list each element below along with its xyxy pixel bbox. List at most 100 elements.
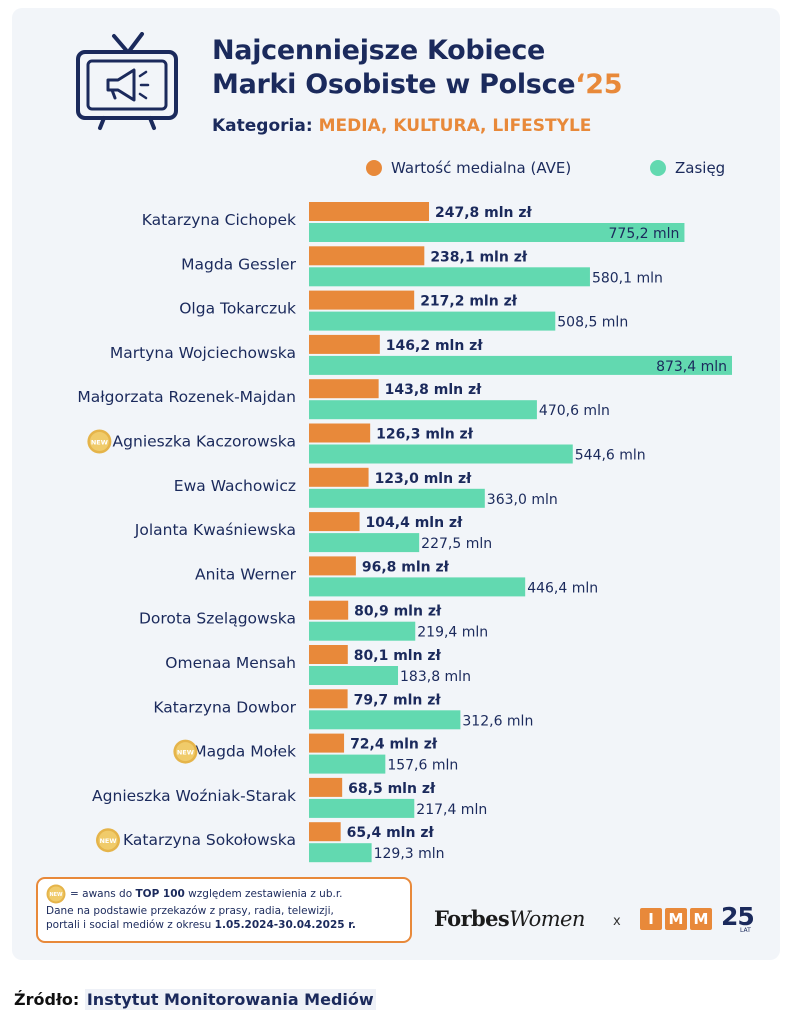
category-label: Agnieszka Woźniak-Starak — [92, 787, 296, 805]
bar-reach-label: 183,8 mln — [400, 669, 471, 685]
bar-ave — [309, 424, 370, 443]
bar-reach — [309, 267, 590, 286]
bar-ave — [309, 335, 380, 354]
bar-reach — [309, 312, 555, 331]
bar-ave-label: 72,4 mln zł — [350, 737, 438, 753]
bar-reach-label: 129,3 mln — [374, 846, 445, 862]
bar-ave — [309, 202, 429, 221]
bar-ave-label: 126,3 mln zł — [376, 427, 474, 443]
bar-reach — [309, 710, 460, 729]
chart-row: Martyna Wojciechowska 146,2 mln zł 873,4 m… — [110, 335, 732, 375]
bar-ave-label: 96,8 mln zł — [362, 559, 450, 575]
bar-reach-label: 873,4 mln — [656, 359, 727, 375]
bar-ave-label: 217,2 mln zł — [420, 294, 518, 310]
bar-reach-label: 544,6 mln — [575, 448, 646, 464]
category-label: Omenaa Mensah — [165, 654, 296, 672]
new-badge-icon: NEW — [46, 884, 66, 904]
imm-25-years: 25 LAT — [721, 902, 754, 931]
chart-row: Małgorzata Rozenek-Majdan 143,8 mln zł 470… — [77, 379, 609, 419]
category-label: Magda Gessler — [181, 255, 297, 273]
bar-ave — [309, 379, 379, 398]
chart-row: Katarzyna Cichopek 247,8 mln zł 775,2 mln — [142, 202, 685, 242]
chart-row: Katarzyna Dowbor 79,7 mln zł 312,6 mln — [153, 689, 533, 729]
new-badge-icon: NEW — [96, 828, 120, 852]
category-label: Jolanta Kwaśniewska — [134, 521, 296, 539]
bar-reach-label: 227,5 mln — [421, 536, 492, 552]
chart-row: Olga Tokarczuk 217,2 mln zł 508,5 mln — [179, 291, 628, 331]
bar-ave — [309, 468, 369, 487]
chart-row: Agnieszka Kaczorowska NEW 126,3 mln zł 544,… — [87, 424, 645, 464]
badge-text: NEW — [49, 892, 63, 898]
bar-reach-label: 508,5 mln — [557, 315, 628, 331]
footnote-line-3: portali i social mediów z okresu 1.05.20… — [46, 918, 402, 932]
chart-row: Anita Werner 96,8 mln zł 446,4 mln — [195, 556, 598, 596]
footnote-line-1: = awans do TOP 100 względem zestawienia … — [70, 887, 343, 901]
bar-reach-label: 446,4 mln — [527, 580, 598, 596]
category-label: Dorota Szelągowska — [139, 610, 296, 628]
chart-row: Ewa Wachowicz 123,0 mln zł 363,0 mln — [174, 468, 558, 508]
new-badge-icon: NEW — [87, 430, 111, 454]
category-label: Anita Werner — [195, 565, 297, 583]
bar-chart: Katarzyna Cichopek 247,8 mln zł 775,2 mln M… — [0, 0, 793, 880]
bar-reach — [309, 533, 419, 552]
bar-reach — [309, 843, 372, 862]
footnote-line-2: Dane na podstawie przekazów z prasy, rad… — [46, 904, 402, 918]
bar-reach — [309, 400, 537, 419]
category-label: Agnieszka Kaczorowska — [113, 433, 296, 451]
chart-row: Katarzyna Sokołowska NEW 65,4 mln zł 129,3 … — [96, 822, 445, 862]
source-link[interactable]: Instytut Monitorowania Mediów — [85, 989, 376, 1010]
bar-ave-label: 80,9 mln zł — [354, 604, 442, 620]
bar-ave — [309, 778, 342, 797]
category-label: Katarzyna Cichopek — [142, 211, 296, 229]
bar-reach-label: 580,1 mln — [592, 270, 663, 286]
imm-letter-3: M — [690, 908, 712, 930]
bar-reach-label: 219,4 mln — [417, 625, 488, 641]
bar-ave-label: 247,8 mln zł — [435, 205, 533, 221]
imm-letter-1: I — [640, 908, 662, 930]
forbes-women-logo: ForbesWomen — [434, 906, 585, 931]
bar-ave — [309, 291, 414, 310]
bar-reach — [309, 489, 485, 508]
category-label: Ewa Wachowicz — [174, 477, 296, 495]
bar-ave-label: 146,2 mln zł — [386, 338, 484, 354]
category-label: Magda Mołek — [193, 743, 296, 761]
bar-ave — [309, 645, 348, 664]
bar-ave — [309, 822, 341, 841]
bar-ave-label: 123,0 mln zł — [375, 471, 473, 487]
bar-reach-label: 157,6 mln — [387, 758, 458, 774]
bar-ave-label: 79,7 mln zł — [354, 692, 442, 708]
source-label: Źródło: — [14, 990, 79, 1009]
bar-reach-label: 470,6 mln — [539, 403, 610, 419]
bar-ave-label: 80,1 mln zł — [354, 648, 442, 664]
bar-ave — [309, 246, 424, 265]
category-label: Olga Tokarczuk — [179, 300, 296, 318]
chart-row: Omenaa Mensah 80,1 mln zł 183,8 mln — [165, 645, 471, 685]
bar-reach-label: 363,0 mln — [487, 492, 558, 508]
bar-reach — [309, 755, 385, 774]
bar-reach-label: 217,4 mln — [416, 802, 487, 818]
bar-ave — [309, 601, 348, 620]
brand-separator: x — [613, 914, 621, 929]
bar-ave-label: 238,1 mln zł — [430, 249, 528, 265]
bar-ave — [309, 734, 344, 753]
bar-ave — [309, 512, 360, 531]
source-line: Źródło: Instytut Monitorowania Mediów — [14, 990, 376, 1009]
bar-reach — [309, 666, 398, 685]
bar-reach-label: 312,6 mln — [462, 713, 533, 729]
bar-reach — [309, 799, 414, 818]
category-label: Katarzyna Dowbor — [153, 698, 296, 716]
imm-logo: I M M — [640, 908, 712, 930]
badge-text: NEW — [91, 439, 108, 447]
badge-text: NEW — [99, 837, 116, 845]
bar-ave-label: 65,4 mln zł — [347, 825, 435, 841]
chart-row: Jolanta Kwaśniewska 104,4 mln zł227,5 mln — [134, 512, 492, 552]
bar-reach — [309, 577, 525, 596]
chart-row: Magda Gessler 238,1 mln zł 580,1 mln — [181, 246, 663, 286]
category-label: Małgorzata Rozenek-Majdan — [77, 388, 296, 406]
badge-text: NEW — [177, 749, 194, 757]
chart-row: Agnieszka Woźniak-Starak 68,5 mln zł 217,4… — [92, 778, 487, 818]
new-badge-icon: NEW — [173, 740, 197, 764]
bar-reach — [309, 445, 573, 464]
category-label: Katarzyna Sokołowska — [123, 831, 296, 849]
